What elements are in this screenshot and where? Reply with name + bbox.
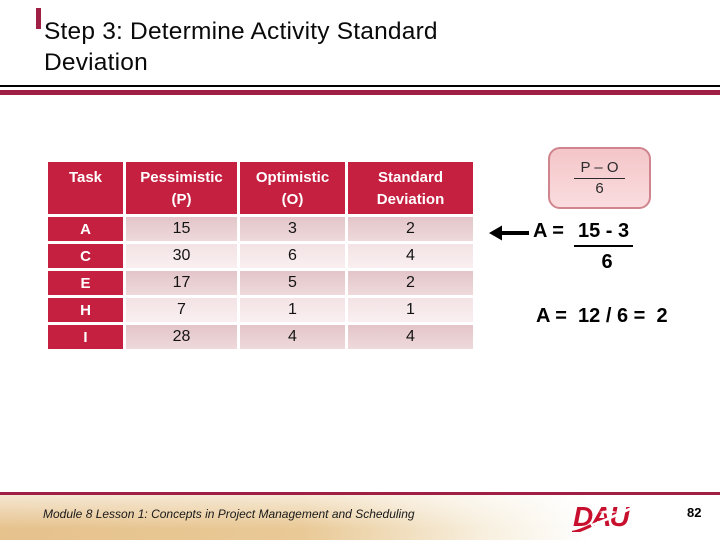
table-cell: 1 bbox=[348, 298, 473, 322]
table-cell: 15 bbox=[126, 217, 237, 241]
footer-lesson-text: Module 8 Lesson 1: Concepts in Project M… bbox=[43, 507, 415, 521]
arrow-left-icon bbox=[489, 224, 529, 247]
table-cell: 1 bbox=[240, 298, 345, 322]
column-header-pessimistic: Pessimistic (P) bbox=[126, 162, 237, 214]
column-header-std-dev: Standard Deviation bbox=[348, 162, 473, 214]
title-accent-bar bbox=[36, 8, 41, 29]
table-cell: 4 bbox=[240, 325, 345, 349]
table-cell: 2 bbox=[348, 217, 473, 241]
formula-numerator: P – O bbox=[574, 159, 625, 179]
formula-box: P – O 6 bbox=[548, 147, 651, 209]
table-cell: 17 bbox=[126, 271, 237, 295]
activity-table: Task Pessimistic (P) Optimistic (O) Stan… bbox=[48, 162, 473, 349]
column-header-optimistic: Optimistic (O) bbox=[240, 162, 345, 214]
footer-band bbox=[0, 494, 720, 540]
header-line: Pessimistic bbox=[140, 169, 223, 186]
header-line: Task bbox=[68, 169, 103, 186]
formula-denominator: 6 bbox=[595, 180, 604, 197]
header-line: (O) bbox=[281, 191, 304, 208]
dau-logo: DAU bbox=[571, 498, 646, 537]
table-cell: 2 bbox=[348, 271, 473, 295]
calc-denominator: 6 bbox=[601, 251, 613, 273]
title-rule-red bbox=[0, 90, 720, 95]
page-number: 82 bbox=[687, 505, 702, 520]
table-row-task: H bbox=[48, 298, 123, 322]
table-row-task: I bbox=[48, 325, 123, 349]
footer-rule bbox=[0, 492, 720, 495]
title-rule-black bbox=[0, 85, 720, 87]
header-line: Optimistic bbox=[255, 169, 330, 186]
table-cell: 7 bbox=[126, 298, 237, 322]
calc-numerator: 15 - 3 bbox=[574, 220, 634, 247]
table-cell: 30 bbox=[126, 244, 237, 268]
header-line: (P) bbox=[171, 191, 192, 208]
calc-result: A = 12 / 6 = 2 bbox=[536, 305, 668, 327]
header-line: Standard bbox=[377, 169, 443, 186]
table-cell: 3 bbox=[240, 217, 345, 241]
table-cell: 4 bbox=[348, 325, 473, 349]
table-row-task: E bbox=[48, 271, 123, 295]
column-header-task: Task bbox=[48, 162, 123, 214]
page-title: Step 3: Determine Activity Standard Devi… bbox=[44, 18, 438, 76]
table-cell: 28 bbox=[126, 325, 237, 349]
table-row-task: A bbox=[48, 217, 123, 241]
calc-lhs: A = bbox=[533, 220, 564, 242]
table-cell: 4 bbox=[348, 244, 473, 268]
table-row-task: C bbox=[48, 244, 123, 268]
table-cell: 6 bbox=[240, 244, 345, 268]
dau-logo-text: DAU bbox=[573, 501, 630, 532]
table-cell: 5 bbox=[240, 271, 345, 295]
header-line: Deviation bbox=[376, 191, 445, 208]
